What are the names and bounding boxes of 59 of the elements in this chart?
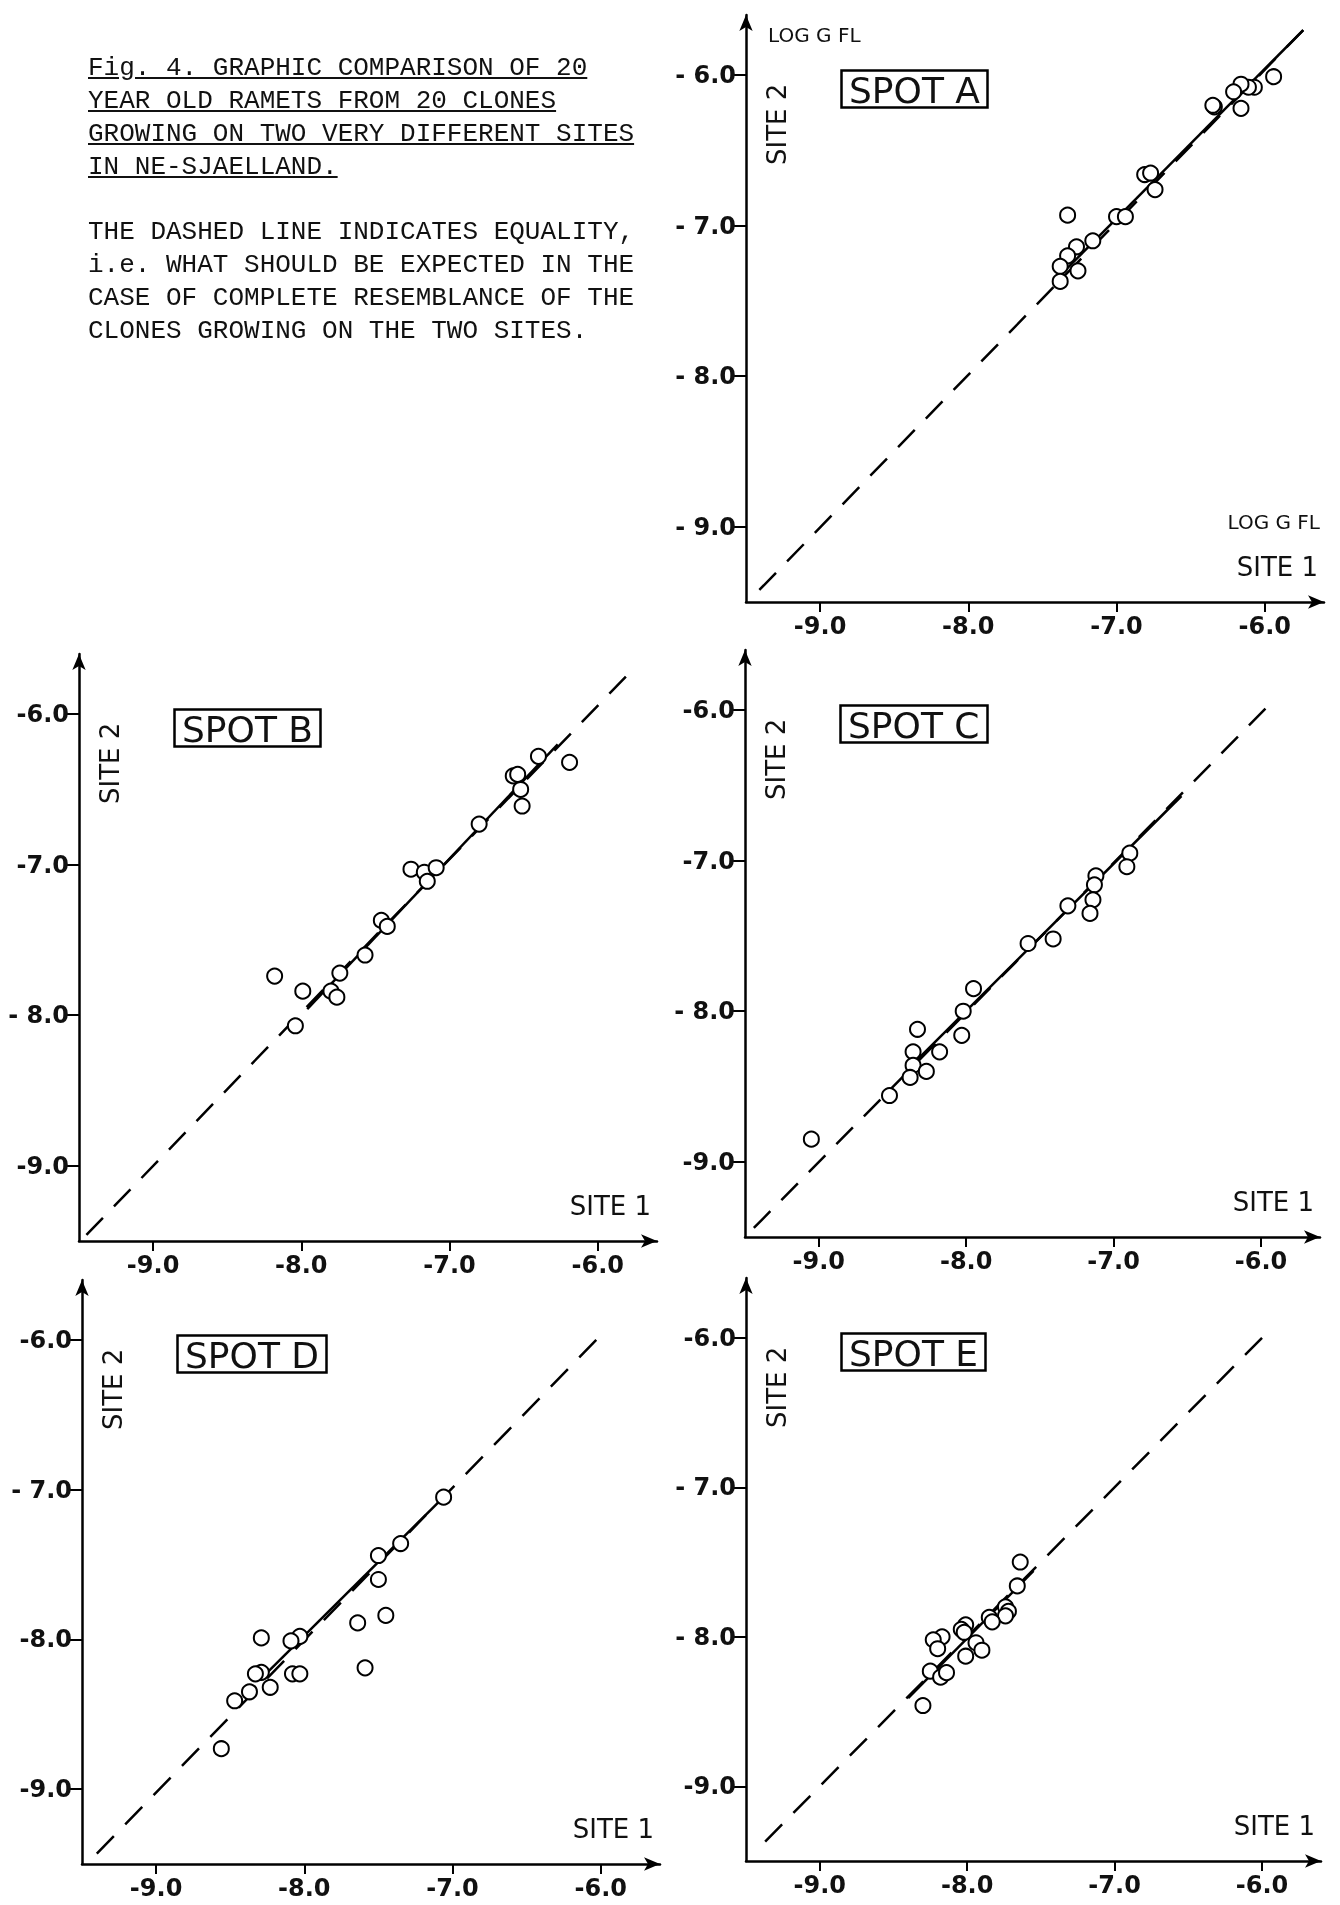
- x-tick-label: -6.0: [1238, 612, 1291, 640]
- y-axis-title: SITE 2: [761, 718, 791, 800]
- y-tick-label: - 8.0: [675, 362, 736, 391]
- y-tick-label: -7.0: [16, 850, 69, 879]
- x-tick-label: -7.0: [1087, 1247, 1140, 1275]
- y-tick-label: - 8.0: [8, 1001, 69, 1030]
- x-axis-title: SITE 1: [569, 1191, 652, 1221]
- x-axis-title: SITE 1: [1233, 1811, 1316, 1841]
- y-tick-label: - 9.0: [675, 512, 736, 541]
- y-tick-label: - 8.0: [675, 1622, 736, 1651]
- x-axis-title: SITE 1: [1232, 1187, 1315, 1217]
- x-tick-label: -8.0: [939, 1247, 993, 1275]
- y-tick-label: - 7.0: [675, 1473, 736, 1502]
- y-tick-label: - 7.0: [11, 1475, 72, 1504]
- caption: Fig. 4. GRAPHIC COMPARISON OF 20 YEAR OLD RAMETS FROM 20 CLONES GROWING ON TWO VERY DIFFERENT SITES IN NE-SJAELLAND.: [88, 52, 636, 184]
- x-tick-label: -7.0: [1088, 1871, 1141, 1899]
- x-tick-label: -9.0: [792, 1247, 845, 1275]
- y-axis-title: SITE 2: [98, 1348, 128, 1430]
- x-tick-label: -6.0: [1234, 1247, 1288, 1275]
- text: SPOT A: [849, 69, 981, 111]
- y-axis-title: SITE 2: [762, 83, 792, 165]
- x-axis-title: SITE 1: [572, 1814, 655, 1844]
- x-tick-label: -9.0: [793, 612, 847, 640]
- y-tick-label: -6.0: [16, 700, 69, 729]
- y-tick-label: -8.0: [19, 1625, 72, 1654]
- x-tick-label: -8.0: [942, 612, 995, 640]
- y-tick-label: -7.0: [682, 846, 735, 875]
- y-axis-title: SITE 2: [95, 722, 125, 804]
- y-tick-label: -6.0: [682, 696, 735, 725]
- y-tick-label: -9.0: [682, 1147, 735, 1176]
- y-tick-label: -6.0: [683, 1323, 736, 1352]
- x-tick-label: -6.0: [1235, 1871, 1289, 1899]
- x-axis-title: SITE 1: [1236, 552, 1319, 582]
- y-tick-label: -6.0: [19, 1325, 72, 1354]
- text: THE DASHED LINE INDICATES EQUALITY, i.e. WHAT SHOULD BE EXPECTED IN THE CASE OF COMPLETE RESEMBLANCE OF THE CLONES GROWING ON THE TWO SITES.: [88, 216, 636, 348]
- text: SPOT E: [849, 1332, 979, 1374]
- x-tick-label: -7.0: [1090, 612, 1143, 640]
- x-tick-label: -9.0: [129, 1874, 183, 1902]
- text: SPOT C: [848, 704, 980, 746]
- annotation: LOG G FL: [1227, 510, 1321, 534]
- x-tick-label: -7.0: [423, 1251, 476, 1279]
- x-tick-label: -6.0: [574, 1874, 627, 1902]
- text: SPOT D: [185, 1334, 320, 1376]
- x-tick-label: -7.0: [426, 1874, 479, 1902]
- x-tick-label: -8.0: [275, 1251, 328, 1279]
- x-tick-label: -8.0: [278, 1874, 331, 1902]
- annotation: LOG G FL: [768, 23, 862, 47]
- y-tick-label: -9.0: [19, 1775, 72, 1804]
- x-tick-label: -9.0: [793, 1871, 846, 1899]
- y-tick-label: - 7.0: [675, 211, 736, 240]
- x-tick-label: -8.0: [940, 1871, 994, 1899]
- y-axis-title: SITE 2: [762, 1346, 792, 1428]
- y-tick-label: -9.0: [683, 1772, 736, 1801]
- x-tick-label: -9.0: [126, 1251, 180, 1279]
- y-tick-label: - 8.0: [674, 997, 735, 1026]
- y-tick-label: -9.0: [16, 1151, 69, 1180]
- y-tick-label: - 6.0: [675, 61, 736, 90]
- text: SPOT B: [182, 708, 314, 750]
- x-tick-label: -6.0: [571, 1251, 624, 1279]
